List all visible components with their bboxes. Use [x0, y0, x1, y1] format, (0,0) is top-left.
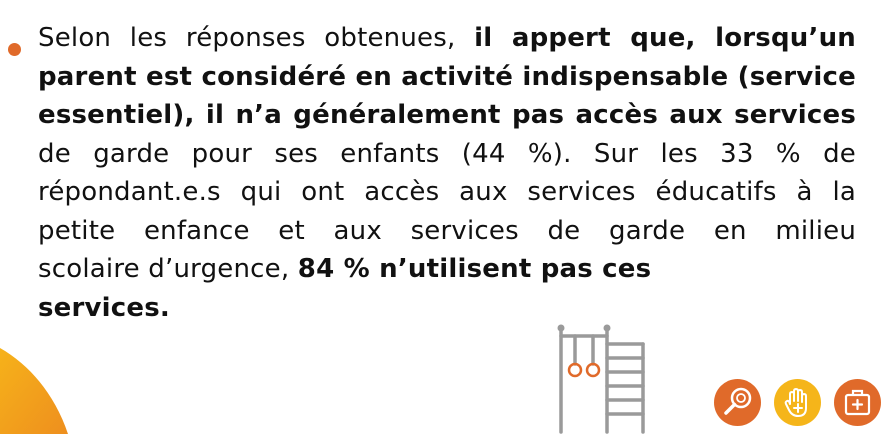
paragraph-line-3: essentiel), il n’a généralement pas accè…: [38, 96, 856, 135]
first-aid-kit-icon: [834, 379, 881, 426]
paragraph-text: scolaire d’urgence,: [38, 254, 298, 284]
paragraph-line-8: services.: [38, 289, 856, 328]
hand-plus-icon: [774, 379, 821, 426]
paragraph-emphasis: il appert que, lorsqu’un: [474, 23, 856, 53]
paragraph-line-1: Selon les réponses obtenues, il appert q…: [38, 19, 856, 58]
paragraph-line-7: scolaire d’urgence, 84 % n’utilisent pas…: [38, 250, 856, 289]
paragraph-text: Selon les réponses obtenues,: [38, 23, 475, 53]
main-paragraph: Selon les réponses obtenues, il appert q…: [38, 19, 856, 327]
paragraph-line-2: parent est considéré en activité indispe…: [38, 58, 856, 97]
paragraph-line-5: répondant.e.s qui ont accès aux services…: [38, 177, 856, 207]
paragraph-emphasis: parent est considéré en activité indispe…: [38, 61, 856, 92]
decorative-corner-shape: [0, 340, 80, 434]
paragraph-emphasis: essentiel), il n’a généralement pas accè…: [38, 100, 856, 130]
bullet-dot-icon: [8, 43, 21, 56]
climbing-frame-rings-icon: [545, 320, 655, 434]
paragraph-emphasis: services.: [38, 292, 170, 323]
paragraph-emphasis: 84 % n’utilisent pas ces: [297, 254, 652, 284]
paragraph-line-4: de garde pour ses enfants (44 %). Sur le…: [38, 138, 856, 169]
paragraph-line-6: petite enfance et aux services de garde …: [38, 215, 856, 246]
magnifier-icon: [714, 379, 761, 426]
